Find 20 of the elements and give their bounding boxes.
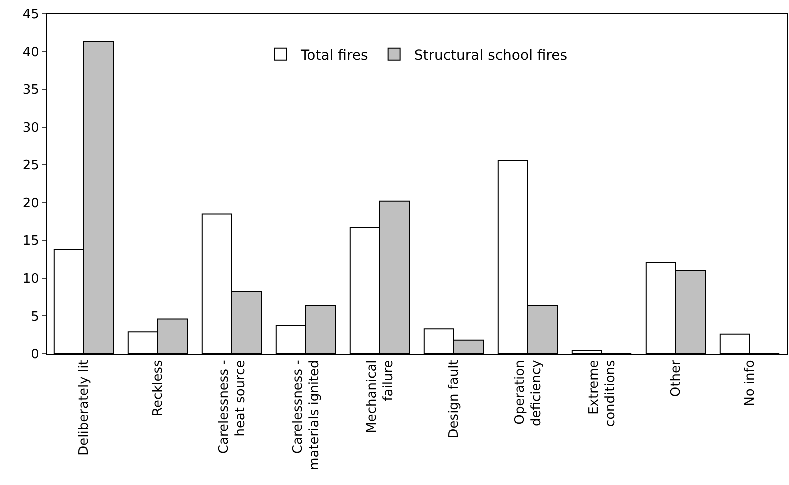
x-tick-label: No info	[743, 360, 758, 406]
x-tick-label: Mechanical failure	[364, 360, 397, 434]
y-tick-label: 15	[22, 234, 40, 250]
y-tick-label: 35	[22, 83, 40, 98]
y-tick-label: 30	[22, 120, 40, 136]
legend-label: Structural school fires	[414, 48, 568, 64]
y-tick-label: 20	[22, 196, 40, 212]
y-tick-label: 10	[22, 272, 40, 287]
y-tick-label: 40	[22, 45, 40, 60]
legend-label: Total fires	[300, 48, 368, 64]
x-tick-label: Design fault	[447, 360, 462, 439]
x-tick-label: Other	[669, 360, 684, 398]
x-tick-label: Operation deficiency	[512, 360, 545, 426]
x-tick-label: Reckless	[151, 360, 166, 416]
y-tick-label: 5	[31, 310, 40, 325]
x-tick-label: Deliberately lit	[77, 360, 92, 456]
x-tick-label: Carelessness - heat source	[216, 360, 249, 454]
y-tick-label: 25	[22, 158, 40, 174]
y-tick-label: 0	[31, 348, 40, 363]
y-tick-label: 45	[22, 8, 40, 23]
